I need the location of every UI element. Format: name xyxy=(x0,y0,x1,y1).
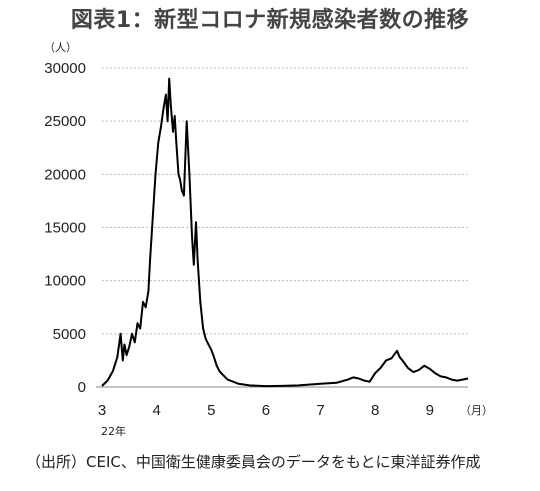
x-tick-label: 4 xyxy=(152,402,160,419)
x-tick-label: 7 xyxy=(316,402,324,419)
x-tick-label: 5 xyxy=(207,402,215,419)
y-tick-label: 15000 xyxy=(44,220,86,237)
y-tick-label: 20000 xyxy=(44,166,86,183)
y-tick-label: 0 xyxy=(78,379,86,396)
x-axis: 3 4 5 6 7 8 9 xyxy=(98,402,434,419)
series-line xyxy=(101,77,469,388)
y-tick-label: 5000 xyxy=(53,326,86,343)
x-tick-label: 8 xyxy=(371,402,379,419)
x-tick-label: 6 xyxy=(262,402,270,419)
x-tick-label: 9 xyxy=(426,402,434,419)
y-axis: 0 5000 10000 15000 20000 25000 30000 xyxy=(44,60,86,396)
y-tick-label: 10000 xyxy=(44,273,86,290)
x-tick-label: 3 xyxy=(98,402,106,419)
y-tick-label: 30000 xyxy=(44,60,86,77)
grid-lines xyxy=(96,67,468,388)
y-axis-unit-label: （人） xyxy=(44,41,77,54)
source-note: （出所）CEIC、中国衛生健康委員会のデータをもとに東洋証券作成 xyxy=(26,453,481,471)
chart-title: 図表1：新型コロナ新規感染者数の推移 xyxy=(70,8,470,33)
year-label: 22年 xyxy=(101,424,126,438)
y-tick-label: 25000 xyxy=(44,113,86,130)
x-axis-unit-label: （月） xyxy=(460,404,493,417)
